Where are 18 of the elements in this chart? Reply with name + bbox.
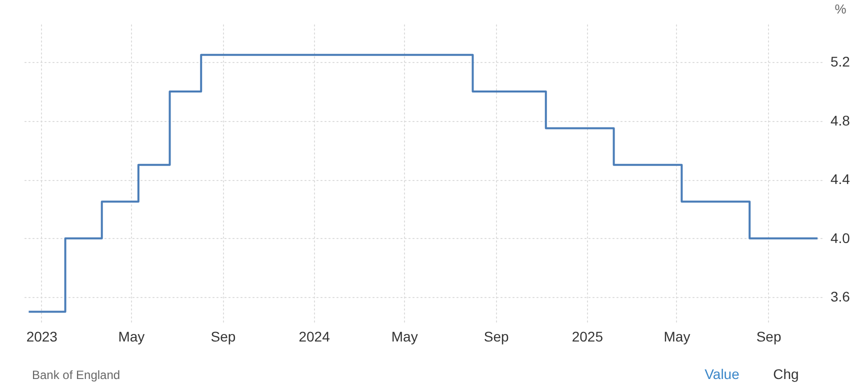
x-tick-label: Sep — [484, 328, 510, 344]
y-tick-label: 4.0 — [830, 230, 850, 246]
y-tick-label: 5.2 — [830, 54, 850, 70]
x-tick-label: Sep — [210, 328, 236, 344]
y-tick-label: 4.4 — [830, 171, 850, 188]
x-tick-label: May — [391, 328, 418, 344]
x-tick-label: May — [664, 328, 690, 344]
y-tick-label: 4.8 — [830, 112, 850, 128]
text: Chg — [773, 366, 799, 382]
x-tick-label: 2025 — [572, 328, 604, 344]
x-tick-label: May — [118, 328, 145, 344]
y-axis-title: % — [834, 2, 847, 16]
x-tick-label: Sep — [756, 328, 782, 344]
y-tick-label: 3.6 — [830, 288, 850, 305]
text: Value — [704, 366, 740, 382]
x-tick-label: 2023 — [26, 328, 58, 344]
x-tick-label: 2024 — [298, 328, 330, 344]
text: Bank of England — [32, 368, 120, 382]
